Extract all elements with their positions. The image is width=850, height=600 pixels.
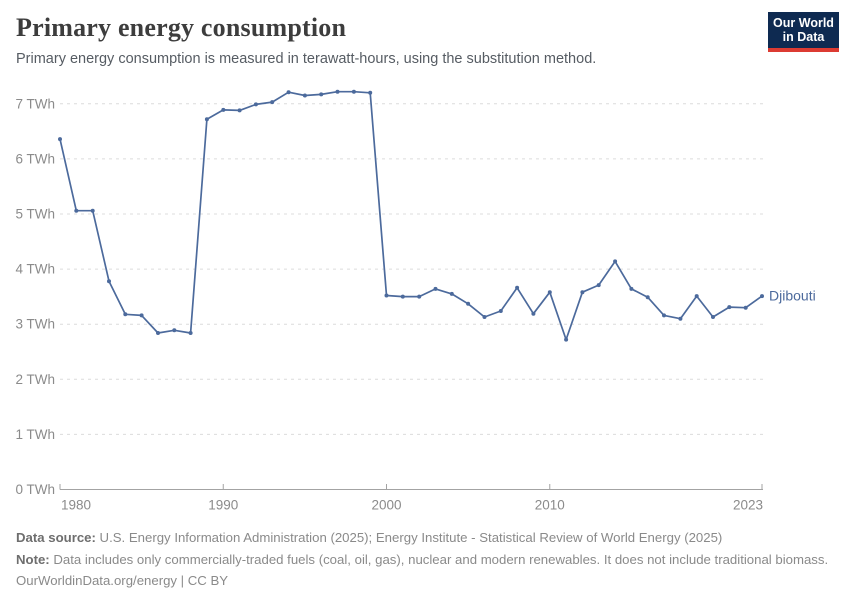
page-title: Primary energy consumption [16,13,347,42]
data-point[interactable] [107,279,111,284]
y-axis-tick-label: 7 TWh [15,96,55,111]
data-point[interactable] [302,93,307,98]
data-point[interactable] [678,316,683,321]
data-point[interactable] [466,301,471,306]
data-point[interactable] [645,295,650,300]
series-label-djibouti[interactable]: Djibouti [769,288,816,304]
data-point[interactable] [547,290,552,295]
data-point[interactable] [335,89,340,94]
data-point[interactable] [221,107,226,112]
data-point[interactable] [188,331,193,335]
y-axis-tick-label: 6 TWh [15,151,55,166]
x-axis-tick-label: 2000 [371,498,401,513]
x-axis-tick-label: 1980 [61,498,91,513]
data-point[interactable] [743,305,748,310]
data-point[interactable] [74,208,79,213]
data-point[interactable] [139,313,144,318]
y-axis-tick-label: 2 TWh [15,372,55,387]
x-axis-tick-label: 2023 [733,498,763,513]
chart-header: Primary energy consumption Primary energ… [16,12,756,69]
data-point[interactable] [564,337,569,342]
data-point[interactable] [433,286,438,291]
x-axis-tick-label: 1990 [208,498,238,513]
y-axis-tick-label: 5 TWh [15,207,55,222]
data-point[interactable] [384,293,389,298]
data-point[interactable] [172,328,177,333]
data-point[interactable] [629,286,634,291]
data-point[interactable] [156,331,160,335]
data-line[interactable] [59,90,763,341]
license-label: CC BY [187,573,229,588]
data-point[interactable] [596,283,601,288]
data-point[interactable] [368,90,373,95]
data-source-label: Data source: [16,530,96,545]
y-axis-tick-label: 1 TWh [15,427,55,442]
data-source-line: Data source: U.S. Energy Information Adm… [16,527,836,549]
footer-divider: | [177,573,188,588]
data-point[interactable] [694,294,699,299]
note-label: Note: [16,551,50,567]
origin-line: OurWorldinData.org/energy | CC BY [16,570,836,592]
origin-url-link[interactable]: OurWorldinData.org/energy [16,573,178,588]
data-point[interactable] [727,305,732,310]
owid-logo-line2: in Data [782,30,825,44]
x-axis-tick-label: 2010 [535,498,565,513]
data-point[interactable] [711,315,715,319]
data-point[interactable] [482,315,487,319]
chart-footer: Data source: U.S. Energy Information Adm… [16,527,836,592]
data-source-text: U.S. Energy Information Administration (… [95,530,723,545]
line-chart[interactable]: 0 TWh 1 TWh 2 TWh 3 TWh 4 TWh 5 TWh 6 TWh 7 TWh… [0,0,850,522]
data-point[interactable] [204,117,209,122]
owid-logo-line1: Our World [773,15,834,30]
y-axis-tick-label: 3 TWh [15,317,55,332]
data-point[interactable] [400,294,405,299]
data-point[interactable] [449,291,454,296]
data-point[interactable] [286,90,291,95]
data-point[interactable] [531,311,536,316]
data-point[interactable] [515,285,520,290]
y-axis-tick-label: 0 TWh [15,482,55,497]
data-point[interactable] [123,312,128,317]
data-point[interactable] [237,108,242,113]
data-point[interactable] [662,313,666,318]
data-point[interactable] [58,137,62,142]
data-point[interactable] [351,89,356,94]
data-point[interactable] [319,92,324,97]
data-point[interactable] [253,102,258,107]
data-point[interactable] [90,208,95,213]
note-line: Note: Data includes only commercially-tr… [16,549,836,571]
chart-subtitle: Primary energy consumption is measured i… [16,51,597,67]
data-point[interactable] [498,309,503,313]
y-axis-tick-label: 4 TWh [15,262,55,277]
data-point[interactable] [270,100,275,105]
data-point[interactable] [613,259,618,264]
data-point[interactable] [580,290,585,295]
data-point[interactable] [417,294,422,299]
note-text: Data includes only commercially-traded f… [49,551,829,567]
data-point[interactable] [760,294,764,299]
owid-logo[interactable]: Our World in Data [768,12,839,52]
